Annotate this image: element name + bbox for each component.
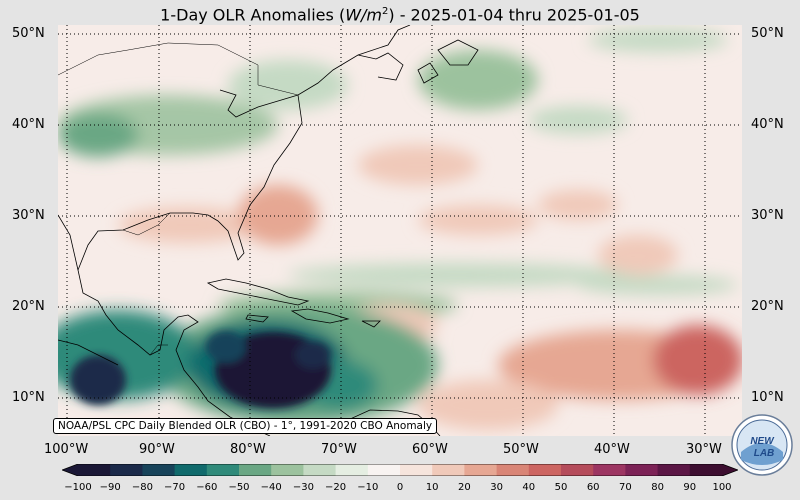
olr-anomaly-map [58,25,742,436]
lat-label-right-40: 40°N [751,117,784,132]
title-unit-exponent: 2 [381,6,389,17]
colorbar-segment [657,464,691,476]
colorbar-segment [206,464,240,476]
colorbar-segment [110,464,143,476]
colorbar-segment [303,464,337,476]
colorbar-tick-label: −10 [357,482,379,493]
colorbar-tick-label: 80 [651,482,664,493]
colorbar-extend-high [722,464,738,476]
colorbar-tick-label: −50 [228,482,250,493]
colorbar-tick-label: 20 [458,482,471,493]
logo-text-bottom: LAB [754,448,775,459]
colorbar-tick-label: 60 [586,482,600,493]
data-source-note: NOAA/PSL CPC Daily Blended OLR (CBO) - 1… [53,418,438,434]
colorbar-segment [528,464,562,476]
colorbar-tick-label: 30 [490,482,503,493]
lon-label-80w: 80°W [230,442,266,457]
colorbar-segment [593,464,626,476]
logo-text-top: NEW [750,436,775,447]
colorbar-tick-label: −40 [260,482,282,493]
colorbar-segment [271,464,304,476]
colorbar-tick-label: −70 [164,482,186,493]
colorbar-segment [561,464,594,476]
lat-label-left-10: 10°N [12,390,45,405]
lat-label-left-30: 30°N [12,208,45,223]
lat-label-left-50: 50°N [12,26,45,41]
colorbar-tick-label: −20 [325,482,347,493]
lat-label-right-30: 30°N [751,208,784,223]
colorbar-tick-label: 40 [522,482,536,493]
colorbar-segment [464,464,498,476]
colorbar-tick-label: 90 [683,482,697,493]
noaa-lab-logo-icon: NEW LAB [731,414,793,476]
colorbar-segment [432,464,465,476]
lon-label-100w: 100°W [44,442,89,457]
colorbar-segment [142,464,176,476]
graticule [58,25,742,436]
colorbar-tick-label: −90 [99,482,121,493]
colorbar-segment [400,464,433,476]
map-title: 1-Day OLR Anomalies (W/m2) - 2025-01-04 … [0,0,800,24]
lat-label-right-20: 20°N [751,299,784,314]
colorbar-tick-label: 100 [712,482,732,493]
lat-label-left-40: 40°N [12,117,45,132]
title-unit: W/m [345,5,382,25]
coastlines [58,25,479,436]
colorbar [62,464,738,476]
colorbar-tick-label: −100 [64,482,92,493]
lon-label-40w: 40°W [594,442,630,457]
colorbar-segment [367,464,401,476]
lon-label-90w: 90°W [139,442,175,457]
lon-label-30w: 30°W [686,442,722,457]
title-prefix: 1-Day OLR Anomalies ( [160,5,346,25]
colorbar-tick-label: −80 [131,482,153,493]
colorbar-tick-label: 10 [425,482,439,493]
colorbar-segment [174,464,208,476]
colorbar-segment [496,464,530,476]
lat-label-right-50: 50°N [751,26,784,41]
colorbar-tick-label: 0 [396,482,404,493]
title-suffix: ) - 2025-01-04 thru 2025-01-05 [388,5,640,25]
colorbar-segment [239,464,272,476]
colorbar-tick-label: −30 [292,482,314,493]
colorbar-extend-low [62,464,78,476]
lon-label-50w: 50°W [503,442,539,457]
colorbar-tick-label: 50 [554,482,568,493]
colorbar-tick-label: 70 [619,482,632,493]
lat-label-right-10: 10°N [751,390,784,405]
lat-label-left-20: 20°N [12,299,45,314]
colorbar-segment [335,464,369,476]
colorbar-segment [78,464,111,476]
colorbar-tick-label: −60 [196,482,218,493]
colorbar-segment [625,464,659,476]
colorbar-segment [689,464,723,476]
lon-label-60w: 60°W [412,442,448,457]
lon-label-70w: 70°W [321,442,357,457]
